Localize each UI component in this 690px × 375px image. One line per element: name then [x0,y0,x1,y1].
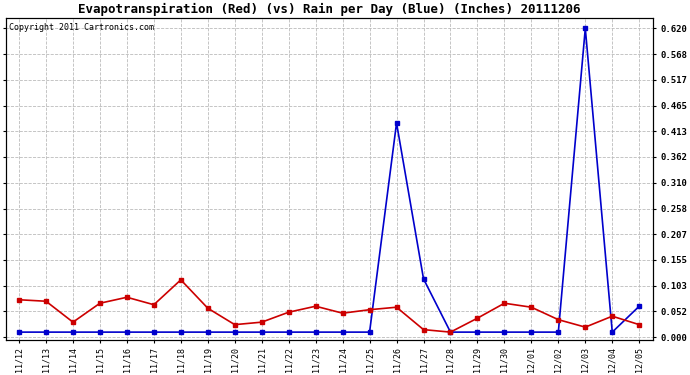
Text: Copyright 2011 Cartronics.com: Copyright 2011 Cartronics.com [9,23,154,32]
Title: Evapotranspiration (Red) (vs) Rain per Day (Blue) (Inches) 20111206: Evapotranspiration (Red) (vs) Rain per D… [78,3,580,16]
